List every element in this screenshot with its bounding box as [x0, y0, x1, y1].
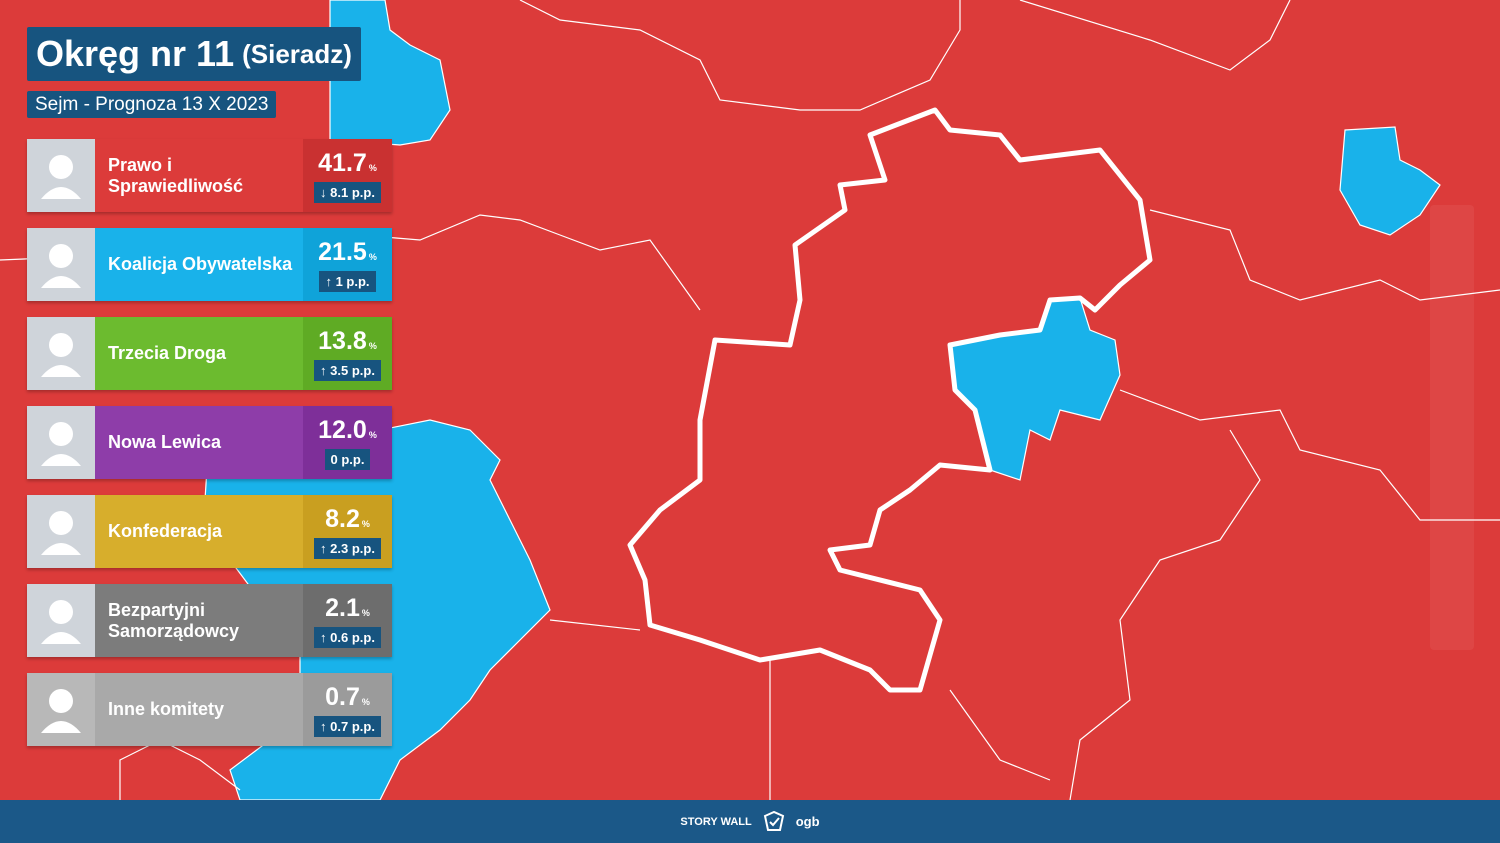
party-photo — [27, 228, 95, 301]
logo-icon — [763, 810, 784, 831]
unit: % — [368, 340, 377, 351]
party-change: ↑ 0.7 p.p. — [314, 715, 381, 737]
unit: % — [368, 251, 377, 262]
party-photo — [27, 584, 95, 657]
party-value-box: 2.1% ↑ 0.6 p.p. — [303, 584, 392, 657]
party-name: Nowa Lewica — [108, 432, 222, 452]
unit: % — [361, 518, 370, 529]
party-value-box: 8.2% ↑ 2.3 p.p. — [303, 495, 392, 568]
party-list: Prawo i Sprawiedliwość 41.7% ↓ 8.1 p.p. Koa… — [27, 139, 392, 762]
party-value: 13.8 — [318, 326, 367, 355]
party-value: 21.5 — [318, 237, 367, 266]
toolbar[interactable] — [1430, 205, 1474, 650]
party-name: Prawo i Sprawiedliwość — [108, 154, 244, 196]
value-line: 8.2% — [325, 505, 370, 534]
title: Okręg nr 11 — [36, 33, 235, 74]
photo-silhouette — [41, 422, 81, 466]
party-value: 41.7 — [318, 148, 367, 177]
photo-silhouette — [41, 244, 81, 288]
party-photo — [27, 139, 95, 212]
value-line: 21.5% — [318, 238, 377, 267]
party-row: Bezpartyjni Samorządowcy 2.1% ↑ 0.6 p.p. — [27, 584, 392, 657]
unit: % — [361, 696, 370, 707]
header-title: Okręg nr 11 (Sieradz) — [27, 27, 361, 81]
party-row: Konfederacja 8.2% ↑ 2.3 p.p. — [27, 495, 392, 568]
logo: ogb — [795, 814, 820, 829]
party-row: Koalicja Obywatelska 21.5% ↑ 1 p.p. — [27, 228, 392, 301]
value-line: 41.7% — [318, 149, 377, 178]
party-change: ↓ 8.1 p.p. — [314, 181, 381, 203]
party-change: ↑ 2.3 p.p. — [314, 537, 381, 559]
party-photo — [27, 406, 95, 479]
photo-silhouette — [41, 333, 81, 377]
unit: % — [368, 429, 377, 440]
party-change: ↑ 3.5 p.p. — [314, 359, 381, 381]
party-name: Inne komitety — [108, 699, 225, 719]
party-change: 0 p.p. — [324, 448, 371, 470]
party-name: Konfederacja — [108, 521, 223, 541]
unit: % — [361, 607, 370, 618]
value-line: 13.8% — [318, 327, 377, 356]
footer: STORY WALL ogb — [0, 800, 1500, 843]
party-name: Trzecia Droga — [108, 343, 227, 363]
photo-silhouette — [41, 511, 81, 555]
subtitle: Sejm - Prognoza 13 X 2023 — [27, 91, 277, 118]
party-photo — [27, 317, 95, 390]
party-photo — [27, 495, 95, 568]
party-value-box: 13.8% ↑ 3.5 p.p. — [303, 317, 392, 390]
party-row: Inne komitety 0.7% ↑ 0.7 p.p. — [27, 673, 392, 746]
party-name: Bezpartyjni Samorządowcy — [108, 599, 240, 641]
value-line: 2.1% — [325, 594, 370, 623]
party-name: Koalicja Obywatelska — [108, 254, 293, 274]
party-photo — [27, 673, 95, 746]
photo-silhouette — [41, 689, 81, 733]
district: (Sieradz) — [242, 38, 352, 69]
party-value: 0.7 — [325, 682, 360, 711]
party-row: Trzecia Droga 13.8% ↑ 3.5 p.p. — [27, 317, 392, 390]
unit: % — [368, 162, 377, 173]
party-change: ↑ 0.6 p.p. — [314, 626, 381, 648]
party-value-box: 41.7% ↓ 8.1 p.p. — [303, 139, 392, 212]
district-outline — [627, 107, 1153, 693]
party-value-box: 21.5% ↑ 1 p.p. — [303, 228, 392, 301]
party-change: ↑ 1 p.p. — [319, 270, 376, 292]
party-value: 12.0 — [318, 415, 367, 444]
party-value-box: 0.7% ↑ 0.7 p.p. — [303, 673, 392, 746]
party-value: 2.1 — [325, 593, 360, 622]
brand: STORY WALL — [680, 815, 752, 828]
value-line: 12.0% — [318, 416, 377, 445]
party-row: Nowa Lewica 12.0% 0 p.p. — [27, 406, 392, 479]
party-value-box: 12.0% 0 p.p. — [303, 406, 392, 479]
photo-silhouette — [41, 600, 81, 644]
value-line: 0.7% — [325, 683, 370, 712]
map-background — [0, 0, 1500, 800]
photo-silhouette — [41, 155, 81, 199]
party-row: Prawo i Sprawiedliwość 41.7% ↓ 8.1 p.p. — [27, 139, 392, 212]
party-value: 8.2 — [325, 504, 360, 533]
